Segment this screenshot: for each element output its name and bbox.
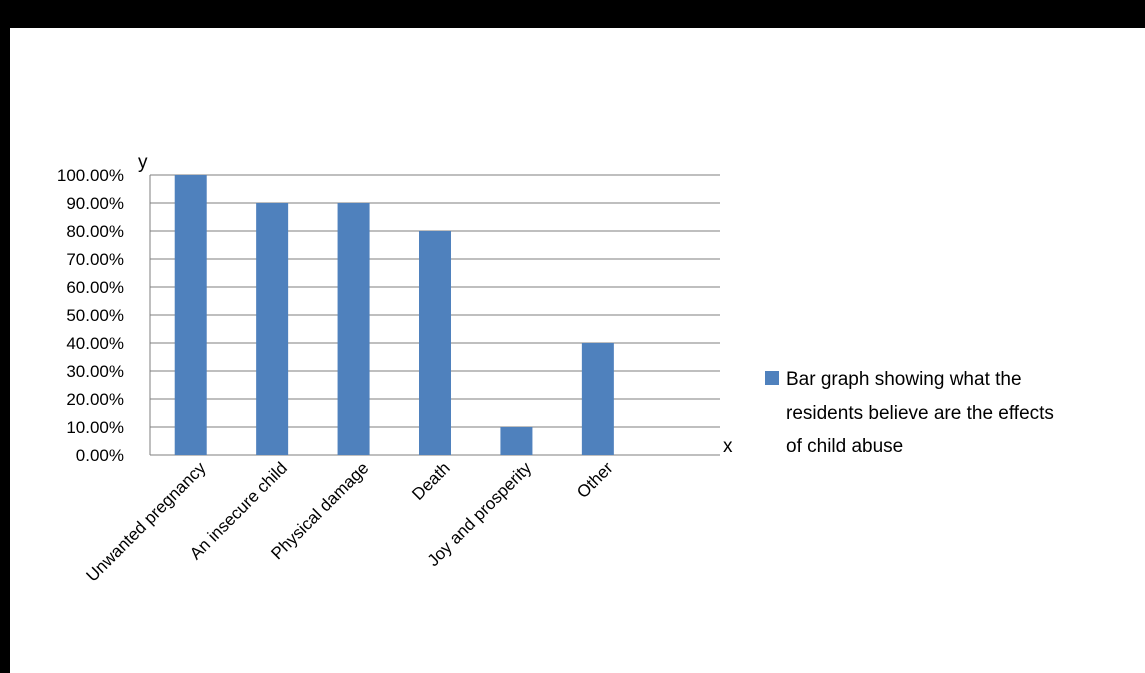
y-tick-labels: 0.00% 10.00% 20.00% 30.00% 40.00% 50.00% 60.00… — [57, 166, 124, 465]
bar — [500, 427, 533, 455]
y-tick-label: 30.00% — [66, 362, 124, 381]
legend-line-2: residents believe are the effects — [786, 403, 1054, 424]
y-tick-label: 80.00% — [66, 222, 124, 241]
y-axis-label: y — [138, 152, 148, 173]
bars — [174, 175, 614, 455]
y-tick-label: 0.00% — [76, 446, 124, 465]
bar — [337, 203, 370, 455]
legend-line-1: Bar graph showing what the — [786, 369, 1022, 390]
y-tick-label: 70.00% — [66, 250, 124, 269]
bar — [174, 175, 207, 455]
bar — [419, 231, 451, 455]
y-tick-label: 90.00% — [66, 194, 124, 213]
y-tick-label: 50.00% — [66, 306, 124, 325]
y-tick-label: 60.00% — [66, 278, 124, 297]
legend-line-3: of child abuse — [786, 436, 903, 457]
bar — [581, 343, 614, 455]
y-tick-label: 40.00% — [66, 334, 124, 353]
y-tick-label: 10.00% — [66, 418, 124, 437]
y-tick-label: 100.00% — [57, 166, 124, 185]
legend-label: Bar graph showing what the residents bel… — [786, 369, 1059, 457]
x-category-label: Unwanted pregnancy — [82, 458, 209, 585]
legend: Bar graph showing what the residents bel… — [765, 369, 1059, 457]
y-tick-label: 20.00% — [66, 390, 124, 409]
legend-swatch — [765, 371, 779, 385]
x-axis-label: x — [723, 436, 733, 457]
x-category-label: Other — [573, 458, 617, 502]
bar — [256, 203, 289, 455]
x-category-label: Death — [408, 458, 454, 504]
